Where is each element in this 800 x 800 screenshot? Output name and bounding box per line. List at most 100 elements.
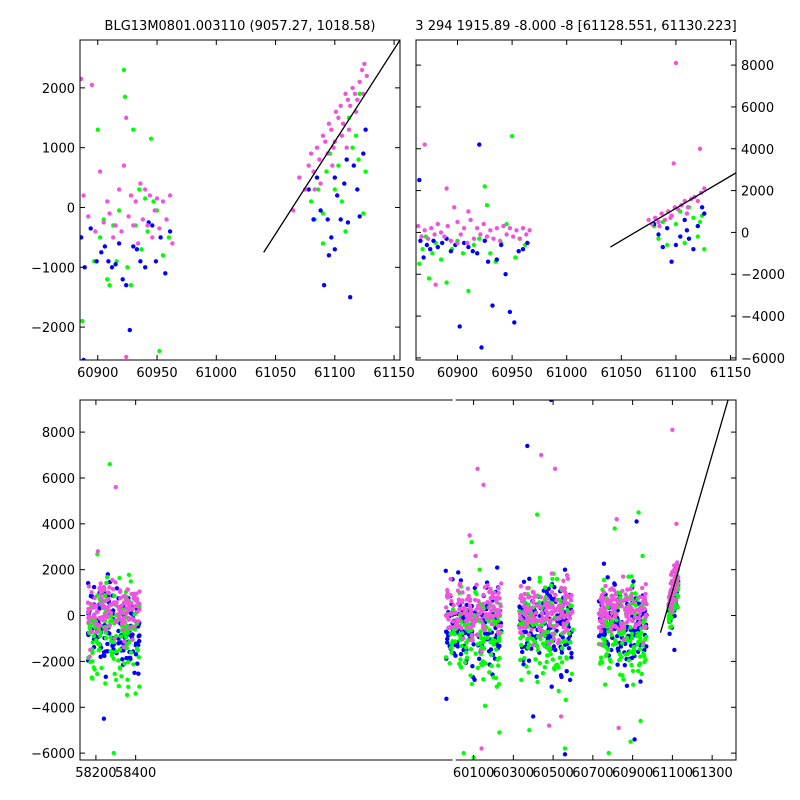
magenta-point — [555, 623, 559, 627]
magenta-point — [469, 607, 473, 611]
blue-point — [143, 265, 147, 269]
green-point — [90, 659, 94, 663]
green-point — [497, 637, 501, 641]
blue-point — [691, 247, 695, 251]
blue-point — [669, 260, 673, 264]
magenta-point — [562, 630, 566, 634]
x-tick-label: 58200 — [75, 766, 116, 781]
magenta-point — [632, 600, 636, 604]
blue-point — [661, 245, 665, 249]
magenta-point — [501, 224, 505, 228]
green-point — [543, 665, 547, 669]
green-point — [536, 648, 540, 652]
green-point — [542, 644, 546, 648]
blue-point — [475, 251, 479, 255]
magenta-point — [550, 610, 554, 614]
green-point — [449, 646, 453, 650]
magenta-point — [446, 626, 450, 630]
magenta-point — [629, 611, 633, 615]
magenta-point — [674, 597, 678, 601]
magenta-point — [129, 193, 133, 197]
magenta-point — [663, 218, 667, 222]
magenta-point — [601, 613, 605, 617]
green-point — [90, 676, 94, 680]
green-point — [519, 643, 523, 647]
green-point — [546, 630, 550, 634]
green-point — [473, 590, 477, 594]
green-point — [483, 184, 487, 188]
magenta-point — [490, 622, 494, 626]
magenta-point — [307, 163, 311, 167]
magenta-point — [491, 604, 495, 608]
green-point — [518, 658, 522, 662]
blue-point — [124, 656, 128, 660]
magenta-point — [423, 142, 427, 146]
magenta-point — [482, 222, 486, 226]
magenta-point — [559, 714, 563, 718]
magenta-point — [95, 609, 99, 613]
green-point — [477, 568, 481, 572]
chart-title: BLG13M0801.003110 (9057.27, 1018.58) — [105, 19, 376, 34]
magenta-point — [164, 217, 168, 221]
magenta-point — [625, 587, 629, 591]
blue-point — [565, 669, 569, 673]
green-point — [636, 669, 640, 673]
magenta-point — [426, 237, 430, 241]
green-point — [483, 704, 487, 708]
green-point — [444, 280, 448, 284]
magenta-point — [439, 230, 443, 234]
magenta-point — [472, 237, 476, 241]
figure: 60900 60950 61000 61050 61100 61150−2000−1000… — [0, 0, 800, 800]
green-point — [691, 216, 695, 220]
y-tick-label: 2000 — [42, 564, 75, 579]
blue-point — [137, 639, 141, 643]
magenta-point — [456, 589, 460, 593]
green-point — [350, 146, 354, 150]
green-point — [560, 646, 564, 650]
magenta-point — [609, 629, 613, 633]
magenta-point — [609, 594, 613, 598]
green-point — [129, 579, 133, 583]
magenta-point — [317, 157, 321, 161]
blue-point — [348, 295, 352, 299]
magenta-point — [554, 598, 558, 602]
magenta-point — [86, 601, 90, 605]
magenta-point — [346, 98, 350, 102]
green-point — [638, 647, 642, 651]
green-point — [603, 682, 607, 686]
green-point — [117, 576, 121, 580]
magenta-point — [132, 592, 136, 596]
magenta-point — [614, 592, 618, 596]
magenta-point — [88, 655, 92, 659]
magenta-point — [458, 582, 462, 586]
magenta-point — [130, 638, 134, 642]
green-point — [630, 636, 634, 640]
green-point — [340, 199, 344, 203]
x-tick-label: 60900 — [437, 366, 478, 381]
magenta-point — [329, 128, 333, 132]
magenta-point — [615, 517, 619, 521]
magenta-point — [473, 554, 477, 558]
green-point — [628, 650, 632, 654]
blue-point — [665, 226, 669, 230]
green-point — [497, 682, 501, 686]
green-point — [459, 644, 463, 648]
magenta-point — [114, 602, 118, 606]
magenta-point — [475, 633, 479, 637]
blue-point — [128, 328, 132, 332]
blue-point — [113, 262, 117, 266]
magenta-point — [623, 608, 627, 612]
green-point — [519, 678, 523, 682]
magenta-point — [87, 620, 91, 624]
magenta-point — [123, 594, 127, 598]
green-point — [644, 635, 648, 639]
x-tick-label: 61150 — [710, 366, 751, 381]
magenta-point — [550, 571, 554, 575]
magenta-point — [495, 614, 499, 618]
magenta-point — [550, 590, 554, 594]
green-point — [489, 653, 493, 657]
magenta-point — [107, 608, 111, 612]
green-point — [631, 669, 635, 673]
magenta-point — [86, 214, 90, 218]
magenta-point — [487, 605, 491, 609]
